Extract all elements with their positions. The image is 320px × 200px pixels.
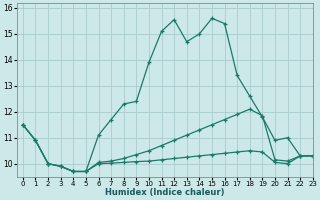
- X-axis label: Humidex (Indice chaleur): Humidex (Indice chaleur): [105, 188, 224, 197]
